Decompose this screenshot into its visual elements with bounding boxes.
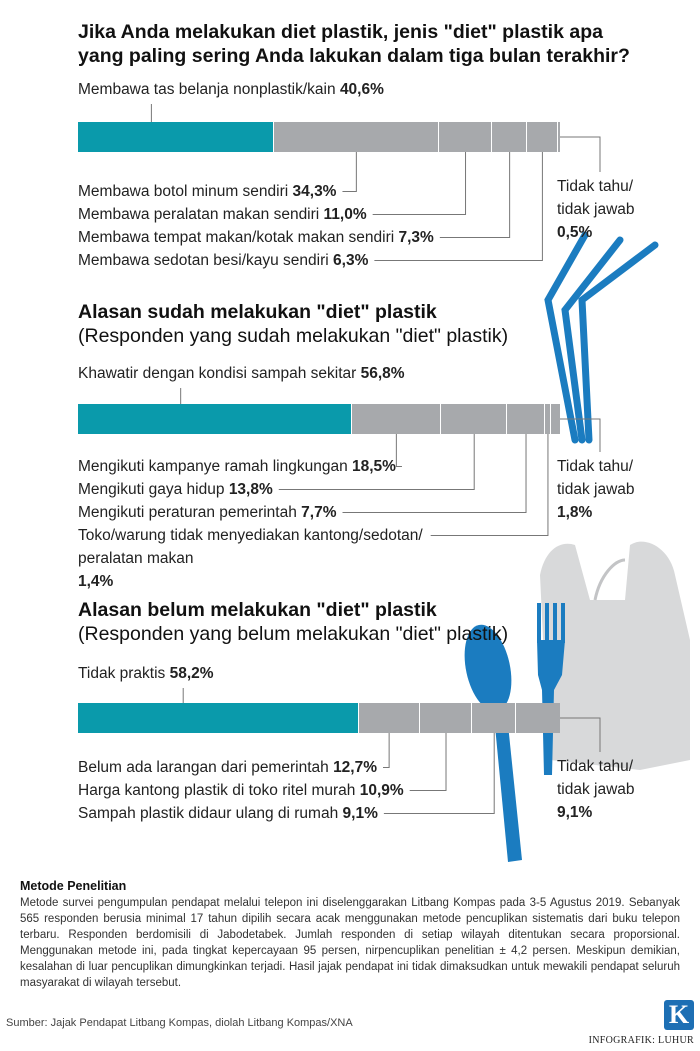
stacked-bar xyxy=(78,703,560,733)
segment-label-text: Harga kantong plastik di toko ritel mura… xyxy=(78,782,356,799)
bar-segment xyxy=(78,404,352,434)
chart3-title: Alasan belum melakukan "diet" plastik (R… xyxy=(78,598,508,646)
bar-segment xyxy=(544,404,552,434)
method-section: Metode Penelitian Metode survei pengumpu… xyxy=(20,878,680,991)
segment-value: 56,8% xyxy=(360,365,405,382)
segment-label: Harga kantong plastik di toko ritel mura… xyxy=(78,779,404,802)
bar-segment xyxy=(492,122,528,152)
segment-label-text: Mengikuti peraturan pemerintah xyxy=(78,504,297,521)
credit-text: INFOGRAFIK: LUHUR xyxy=(588,1035,694,1046)
segment-label-text: Membawa botol minum sendiri xyxy=(78,183,289,200)
segment-value: 9,1% xyxy=(557,804,593,821)
segment-label-text: Toko/warung tidak menyediakan kantong/se… xyxy=(78,527,423,567)
chart2-subtitle: (Responden yang sudah melakukan "diet" p… xyxy=(78,325,509,347)
bar-segment xyxy=(527,122,558,152)
segment-value: 0,5% xyxy=(557,224,593,241)
source-text: Sumber: Jajak Pendapat Litbang Kompas, d… xyxy=(6,1017,353,1029)
chart3-subtitle: (Responden yang belum melakukan "diet" p… xyxy=(78,623,509,645)
bar-segment xyxy=(472,703,517,733)
segment-label-text: Membawa tempat makan/kotak makan sendiri xyxy=(78,229,395,246)
segment-value: 7,3% xyxy=(398,229,434,246)
segment-label: Membawa tas belanja nonplastik/kain 40,6… xyxy=(78,78,384,101)
segment-label: Sampah plastik didaur ulang di rumah 9,1… xyxy=(78,802,378,825)
segment-label: Belum ada larangan dari pemerintah 12,7% xyxy=(78,756,377,779)
segment-label: Mengikuti peraturan pemerintah 7,7% xyxy=(78,501,337,524)
segment-label: Tidak tahu/tidak jawab 9,1% xyxy=(557,755,635,824)
method-text: Metode survei pengumpulan pendapat melal… xyxy=(20,897,680,989)
segment-label-text: Mengikuti kampanye ramah lingkungan xyxy=(78,458,348,475)
segment-value: 10,9% xyxy=(359,782,404,799)
segment-label-text: Belum ada larangan dari pemerintah xyxy=(78,759,329,776)
bar-segment xyxy=(78,703,359,733)
plastic-bag-icon xyxy=(540,541,690,770)
bar-segment xyxy=(358,703,420,733)
segment-value: 58,2% xyxy=(169,665,214,682)
stacked-bar xyxy=(78,122,560,152)
segment-label: Tidak tahu/tidak jawab 0,5% xyxy=(557,175,635,244)
segment-label-text: Tidak tahu/tidak jawab xyxy=(557,458,635,498)
bar-segment xyxy=(557,122,560,152)
segment-label: Tidak tahu/tidak jawab 1,8% xyxy=(557,455,635,524)
segment-label: Toko/warung tidak menyediakan kantong/se… xyxy=(78,524,423,593)
segment-label: Khawatir dengan kondisi sampah sekitar 5… xyxy=(78,362,405,385)
chart2-heading: Alasan sudah melakukan "diet" plastik xyxy=(78,301,437,323)
segment-value: 13,8% xyxy=(228,481,273,498)
chart2-title: Alasan sudah melakukan "diet" plastik (R… xyxy=(78,300,508,348)
segment-value: 34,3% xyxy=(292,183,337,200)
segment-label: Membawa peralatan makan sendiri 11,0% xyxy=(78,203,367,226)
segment-value: 1,4% xyxy=(78,573,114,590)
segment-label: Mengikuti gaya hidup 13,8% xyxy=(78,478,273,501)
segment-value: 7,7% xyxy=(301,504,337,521)
segment-value: 18,5% xyxy=(352,458,396,475)
spoon-icon xyxy=(464,624,522,862)
segment-label-text: Khawatir dengan kondisi sampah sekitar xyxy=(78,365,357,382)
segment-label: Membawa tempat makan/kotak makan sendiri… xyxy=(78,226,434,249)
segment-label-text: Tidak tahu/tidak jawab xyxy=(557,178,635,218)
segment-label-text: Mengikuti gaya hidup xyxy=(78,481,225,498)
segment-label-text: Tidak praktis xyxy=(78,665,166,682)
bar-segment xyxy=(273,122,439,152)
segment-value: 11,0% xyxy=(323,206,367,223)
bar-segment xyxy=(507,404,545,434)
segment-label: Tidak praktis 58,2% xyxy=(78,662,214,685)
segment-label-text: Sampah plastik didaur ulang di rumah xyxy=(78,805,339,822)
segment-label-text: Membawa peralatan makan sendiri xyxy=(78,206,320,223)
bar-segment xyxy=(419,703,473,733)
stacked-bar xyxy=(78,404,560,434)
segment-value: 9,1% xyxy=(342,805,378,822)
chart1-title: Jika Anda melakukan diet plastik, jenis … xyxy=(78,21,630,67)
bar-segment xyxy=(516,703,560,733)
segment-label-text: Membawa tas belanja nonplastik/kain xyxy=(78,81,336,98)
segment-label: Membawa botol minum sendiri 34,3% xyxy=(78,180,336,203)
bar-segment xyxy=(551,404,560,434)
bar-segment xyxy=(78,122,274,152)
bar-segment xyxy=(439,122,493,152)
segment-value: 6,3% xyxy=(333,252,369,269)
segment-label-text: Membawa sedotan besi/kayu sendiri xyxy=(78,252,329,269)
segment-label: Membawa sedotan besi/kayu sendiri 6,3% xyxy=(78,249,368,272)
method-heading: Metode Penelitian xyxy=(20,879,127,893)
bar-segment xyxy=(351,404,441,434)
segment-value: 12,7% xyxy=(333,759,378,776)
segment-value: 1,8% xyxy=(557,504,593,521)
bar-segment xyxy=(440,404,508,434)
kompas-logo: K xyxy=(664,1000,694,1030)
segment-label-text: Tidak tahu/tidak jawab xyxy=(557,758,635,798)
chart3-heading: Alasan belum melakukan "diet" plastik xyxy=(78,599,437,621)
straws-icon xyxy=(544,231,659,444)
segment-label: Mengikuti kampanye ramah lingkungan 18,5… xyxy=(78,455,396,478)
segment-value: 40,6% xyxy=(339,81,384,98)
